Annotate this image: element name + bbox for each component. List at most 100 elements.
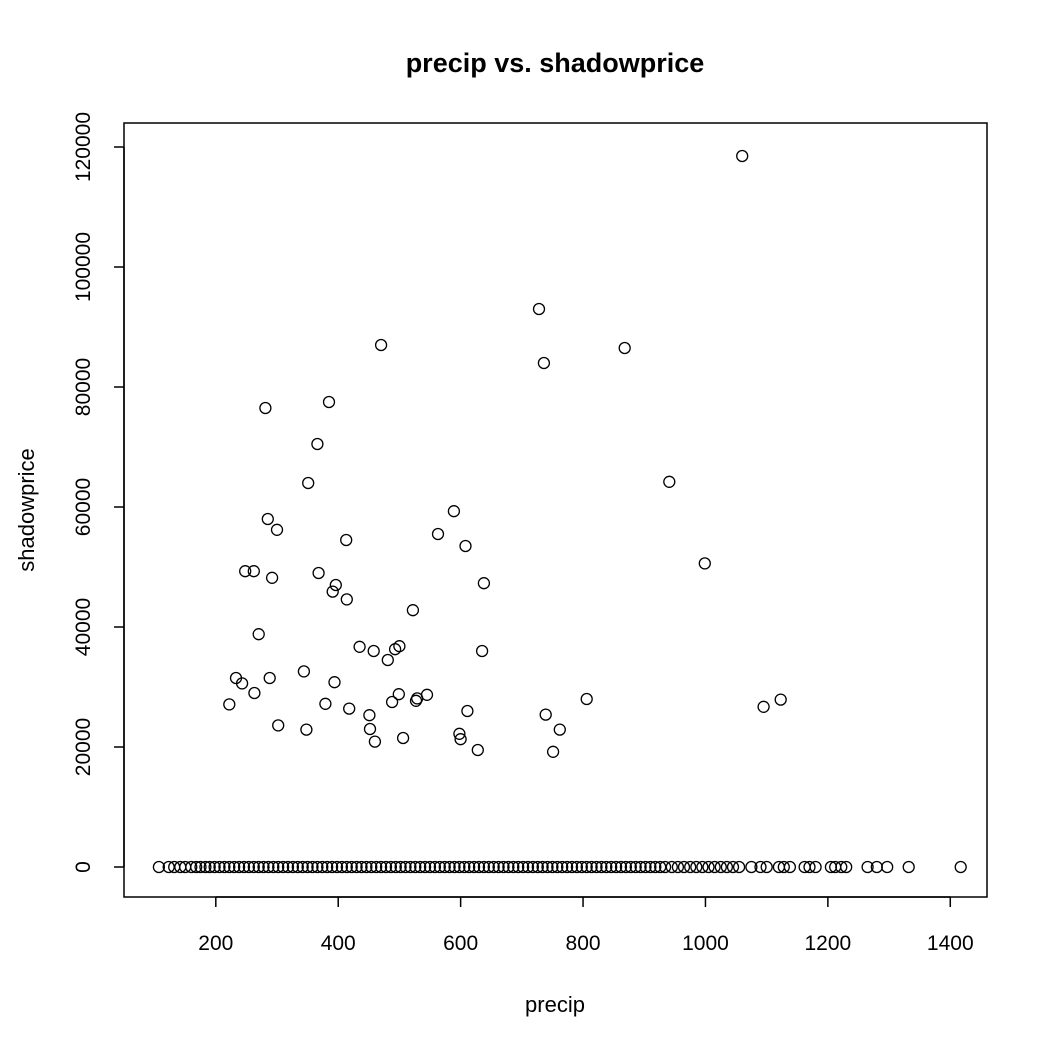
data-point xyxy=(649,860,662,874)
data-point xyxy=(590,860,603,874)
data-point xyxy=(861,860,874,874)
data-point xyxy=(203,860,216,874)
data-point xyxy=(368,735,382,748)
data-point xyxy=(312,566,325,580)
data-point xyxy=(409,860,422,874)
data-point xyxy=(736,149,749,163)
data-point xyxy=(379,860,393,874)
data-point xyxy=(237,860,251,874)
data-point xyxy=(600,860,613,874)
data-point xyxy=(732,860,746,874)
data-point xyxy=(541,860,554,874)
data-point xyxy=(296,860,309,874)
data-point xyxy=(319,697,332,710)
data-point xyxy=(537,356,551,370)
data-point xyxy=(760,860,773,874)
data-point xyxy=(325,860,339,874)
data-point xyxy=(565,860,579,874)
data-point xyxy=(152,860,166,874)
data-point xyxy=(575,860,588,874)
data-point xyxy=(580,860,593,874)
data-point xyxy=(247,860,260,874)
x-tick-label: 600 xyxy=(443,932,478,955)
data-point xyxy=(595,860,608,874)
data-point xyxy=(482,860,495,874)
data-point xyxy=(539,708,552,721)
data-point xyxy=(343,702,356,715)
data-point xyxy=(228,860,241,874)
data-point xyxy=(453,860,466,874)
data-point xyxy=(223,860,236,874)
data-point xyxy=(328,676,341,689)
data-point xyxy=(259,401,272,415)
data-point xyxy=(777,860,790,874)
data-point xyxy=(698,557,711,570)
data-point xyxy=(497,860,510,874)
data-point xyxy=(754,860,767,874)
data-point xyxy=(757,700,770,713)
data-point xyxy=(658,860,672,874)
data-point xyxy=(492,860,505,874)
data-point xyxy=(634,860,647,874)
data-point xyxy=(840,860,853,874)
x-tick-label: 200 xyxy=(198,932,233,955)
data-point xyxy=(326,585,339,598)
data-point xyxy=(247,565,260,578)
data-point xyxy=(507,860,520,874)
data-point xyxy=(580,692,593,706)
x-tick-label: 1000 xyxy=(682,932,729,955)
data-point xyxy=(252,860,265,874)
data-point xyxy=(553,723,566,736)
data-point xyxy=(208,860,221,874)
data-point xyxy=(665,860,678,874)
data-point xyxy=(257,860,270,874)
data-point xyxy=(239,565,252,578)
data-point xyxy=(458,860,471,874)
data-point xyxy=(281,860,295,874)
data-point xyxy=(677,860,691,874)
data-point xyxy=(463,860,476,874)
data-point xyxy=(954,860,967,874)
data-point xyxy=(902,860,915,874)
data-point xyxy=(306,860,319,874)
data-point xyxy=(385,695,399,709)
data-point xyxy=(213,860,226,874)
data-point xyxy=(431,527,445,541)
x-tick-label: 400 xyxy=(321,932,356,955)
data-point xyxy=(560,860,574,874)
x-tick-label: 800 xyxy=(566,932,601,955)
data-point xyxy=(516,860,530,874)
data-point xyxy=(384,860,398,874)
data-point xyxy=(671,860,685,874)
data-point xyxy=(702,860,715,874)
data-point xyxy=(459,539,472,553)
y-tick-label: 40000 xyxy=(72,598,95,656)
x-axis-label: precip xyxy=(525,992,585,1017)
data-point xyxy=(585,860,598,874)
data-point xyxy=(546,745,560,758)
data-point xyxy=(286,860,300,874)
data-point xyxy=(881,860,894,874)
data-point xyxy=(389,860,402,874)
data-point xyxy=(835,860,848,874)
data-point xyxy=(411,692,424,705)
data-point xyxy=(475,644,489,658)
data-point xyxy=(363,722,377,736)
data-point xyxy=(803,860,816,874)
data-point xyxy=(614,860,628,874)
data-point xyxy=(190,860,203,874)
data-point xyxy=(521,860,535,874)
data-point xyxy=(414,860,427,874)
data-point xyxy=(276,860,290,874)
data-point xyxy=(477,577,491,590)
data-point xyxy=(345,860,358,874)
data-point xyxy=(447,505,461,518)
data-point xyxy=(329,578,342,592)
data-point xyxy=(471,743,484,757)
data-point xyxy=(394,860,407,874)
data-point xyxy=(340,860,353,874)
y-axis-label: shadowprice xyxy=(14,448,39,572)
data-point xyxy=(443,860,456,874)
y-axis: 0 20000 40000 60000 80000 100000 120000 xyxy=(72,112,125,873)
